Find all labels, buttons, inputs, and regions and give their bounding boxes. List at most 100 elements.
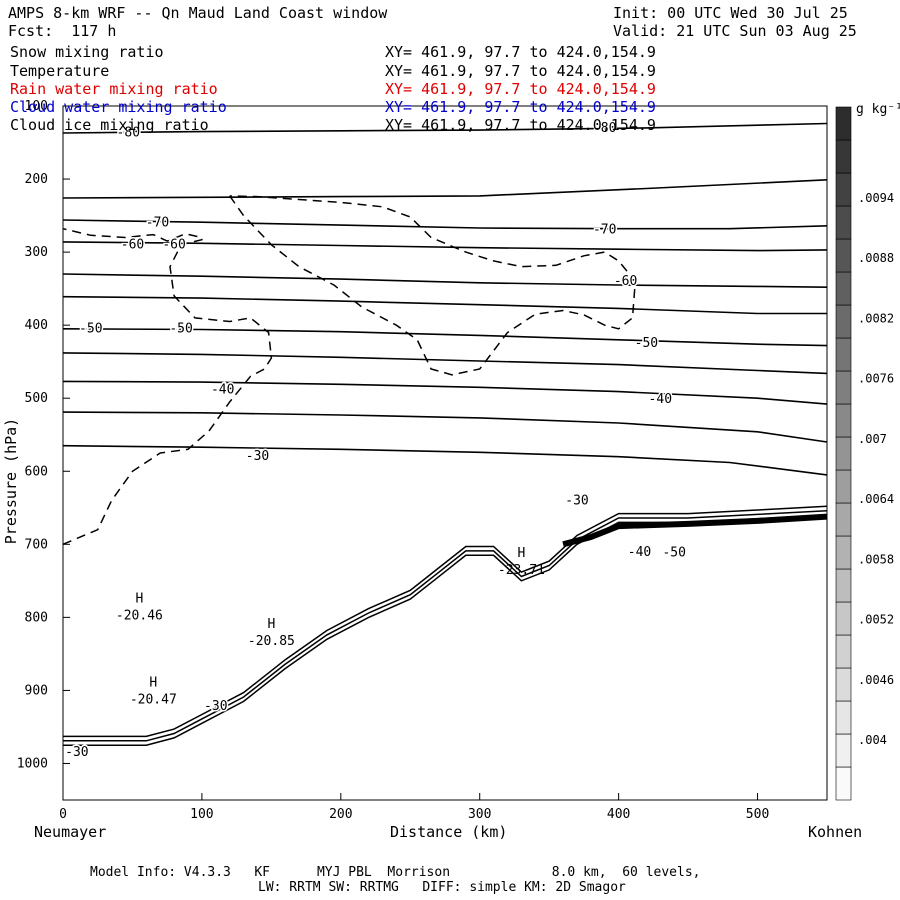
contour-label: -60 bbox=[121, 237, 144, 252]
isotherm-line bbox=[62, 241, 828, 252]
contour-label: -60 bbox=[614, 274, 637, 289]
contour-label: -80 bbox=[117, 126, 140, 141]
colorbar-tick-label: .0064 bbox=[858, 492, 894, 506]
isotherm-line bbox=[62, 122, 828, 134]
contour-label: -30 bbox=[204, 699, 227, 714]
contour-label: -40 bbox=[649, 392, 672, 407]
high-marker: H bbox=[267, 617, 275, 632]
isotherm-line bbox=[62, 273, 828, 288]
contour-label: -50 bbox=[169, 321, 192, 336]
init-time: Init: 00 UTC Wed 30 Jul 25 bbox=[613, 4, 848, 22]
isotherm-lines bbox=[62, 122, 828, 476]
contour-label: -70 bbox=[593, 223, 616, 238]
terrain-ridge bbox=[562, 513, 828, 548]
colorbar-cell bbox=[835, 205, 852, 240]
contour-label: -30 bbox=[565, 494, 588, 509]
terrain-line bbox=[63, 505, 828, 738]
colorbar-cell bbox=[835, 370, 852, 405]
contour-label: -30 bbox=[65, 745, 88, 760]
cloud-ice-contour bbox=[229, 195, 637, 376]
isotherm-line bbox=[62, 219, 828, 230]
colorbar-cell bbox=[835, 568, 852, 603]
y-tick-label: 100 bbox=[25, 99, 48, 114]
model-info-line2: LW: RRTM SW: RRTMG DIFF: simple KM: 2D S… bbox=[258, 880, 626, 895]
x-tick-label: 100 bbox=[190, 807, 213, 822]
colorbar-cell bbox=[835, 337, 852, 372]
colorbar-tick-label: .0082 bbox=[858, 311, 894, 325]
high-value: -23.71 bbox=[498, 563, 545, 578]
contour-labels: -80 -80-70 -70-60 -60-60-50 -50-50-40-40-40-… bbox=[64, 120, 688, 762]
contour-label: -40 bbox=[211, 383, 234, 398]
colorbar-tick-label: .0052 bbox=[858, 613, 894, 627]
colorbar-tick-label: .0088 bbox=[858, 251, 894, 265]
y-tick-label: 200 bbox=[25, 172, 48, 187]
colorbar-cell bbox=[835, 733, 852, 768]
field-name-cloud-water: Cloud water mixing ratio bbox=[10, 98, 227, 116]
isotherm-line bbox=[62, 328, 828, 347]
colorbar-tick-label: .004 bbox=[858, 733, 887, 747]
plot-axes: 0 100 200 300 400 500 100 200 300 400 500 600 700 800… bbox=[17, 99, 828, 822]
colorbar-cell bbox=[835, 502, 852, 537]
high-value: -20.46 bbox=[116, 608, 163, 623]
colorbar-cell bbox=[835, 172, 852, 207]
high-marker: H bbox=[517, 546, 525, 561]
colorbar-cell bbox=[835, 106, 852, 141]
y-tick-label: 1000 bbox=[17, 756, 48, 771]
field-name-temperature: Temperature bbox=[10, 62, 110, 80]
contour-label: -70 bbox=[146, 215, 169, 230]
x-axis-title: Distance (km) bbox=[390, 823, 508, 841]
y-tick-label: 800 bbox=[25, 610, 48, 625]
x-tick-label: 0 bbox=[59, 807, 67, 822]
contour-label: -50 bbox=[662, 546, 685, 561]
x-end-label-right: Kohnen bbox=[808, 823, 863, 841]
colorbar-cell bbox=[835, 700, 852, 735]
colorbar-tick-label: .0094 bbox=[858, 191, 894, 205]
colorbar-cell bbox=[835, 634, 852, 669]
terrain-line bbox=[63, 509, 828, 742]
y-tick-label: 500 bbox=[25, 391, 48, 406]
isotherm-line bbox=[62, 411, 828, 443]
colorbar-tick-label: .0046 bbox=[858, 673, 894, 687]
colorbar-cell bbox=[835, 238, 852, 273]
contour-label: -60 bbox=[162, 237, 185, 252]
isotherm-line bbox=[62, 352, 828, 375]
colorbar-tick-label: .0076 bbox=[858, 372, 894, 386]
y-tick-label: 600 bbox=[25, 464, 48, 479]
valid-time: Valid: 21 UTC Sun 03 Aug 25 bbox=[613, 22, 857, 40]
high-value: -20.47 bbox=[130, 692, 177, 707]
colorbar-cell bbox=[835, 271, 852, 306]
colorbar-cell bbox=[835, 436, 852, 471]
x-tick-label: 200 bbox=[329, 807, 352, 822]
colorbar-cell bbox=[835, 667, 852, 702]
y-tick-label: 700 bbox=[25, 537, 48, 552]
y-axis-title: Pressure (hPa) bbox=[2, 417, 21, 545]
field-xy-snow: XY= 461.9, 97.7 to 424.0,154.9 bbox=[385, 43, 656, 61]
colorbar-unit: g kg⁻¹ bbox=[856, 102, 900, 117]
colorbar-cell bbox=[835, 304, 852, 339]
y-tick-label: 900 bbox=[25, 683, 48, 698]
field-xy-cloud-water: XY= 461.9, 97.7 to 424.0,154.9 bbox=[385, 98, 656, 116]
high-marker: H bbox=[135, 591, 143, 606]
field-xy-temperature: XY= 461.9, 97.7 to 424.0,154.9 bbox=[385, 62, 656, 80]
chart-title: AMPS 8-km WRF -- Qn Maud Land Coast wind… bbox=[8, 4, 388, 22]
cloud-ice-contours bbox=[62, 195, 637, 545]
field-xy-rain: XY= 461.9, 97.7 to 424.0,154.9 bbox=[385, 80, 656, 98]
colorbar-cell bbox=[835, 403, 852, 438]
contour-label: -40 bbox=[628, 545, 651, 560]
forecast-hour: Fcst: 117 h bbox=[8, 22, 117, 40]
field-name-snow: Snow mixing ratio bbox=[10, 43, 164, 61]
colorbar-cell bbox=[835, 469, 852, 504]
contour-label: -30 bbox=[246, 449, 269, 464]
colorbar-tick-label: .007 bbox=[858, 432, 887, 446]
colorbar-cell bbox=[835, 139, 852, 174]
field-xy-cloud-ice: XY= 461.9, 97.7 to 424.0,154.9 bbox=[385, 116, 656, 134]
contour-label: -50 bbox=[635, 336, 658, 351]
isotherm-line bbox=[62, 295, 827, 315]
x-tick-label: 400 bbox=[607, 807, 630, 822]
isotherm-line bbox=[62, 380, 828, 405]
field-name-cloud-ice: Cloud ice mixing ratio bbox=[10, 116, 209, 134]
isotherm-line bbox=[62, 444, 828, 476]
terrain-line bbox=[63, 514, 828, 746]
isotherm-line bbox=[62, 179, 828, 199]
